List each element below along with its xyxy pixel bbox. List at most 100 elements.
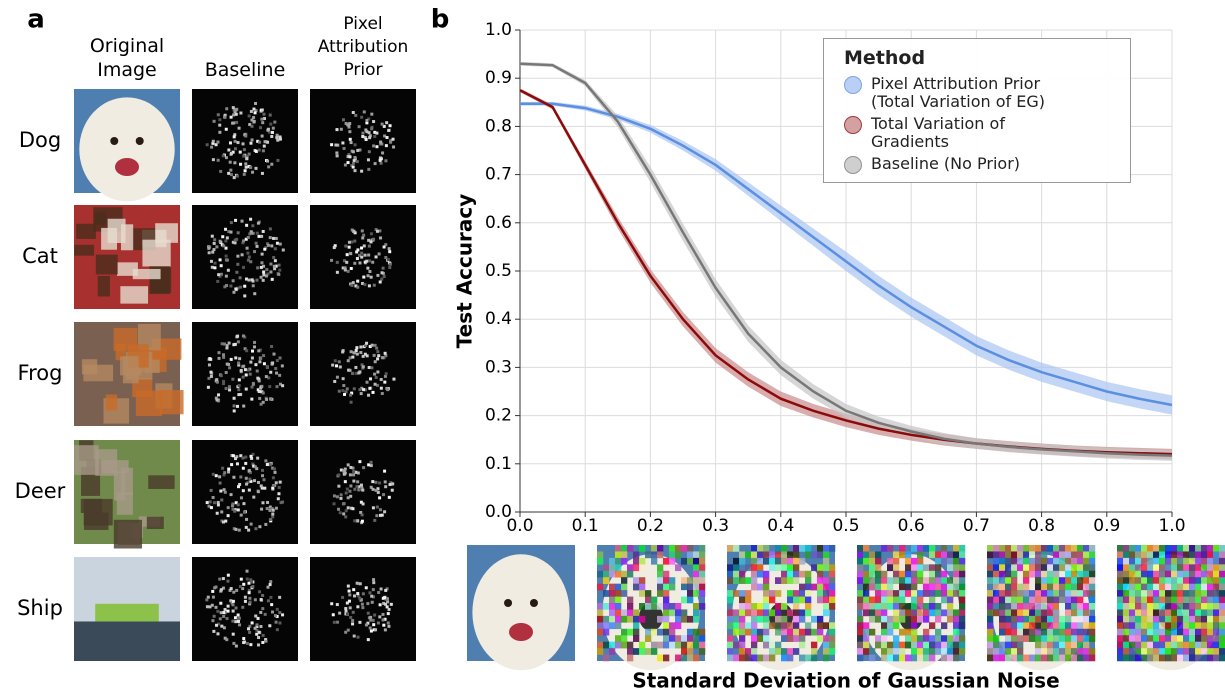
noise-pixel: [1171, 545, 1178, 552]
noise-pixel: [1171, 628, 1178, 636]
noise-pixel: [663, 654, 670, 662]
attribution-pixel: [262, 270, 266, 274]
noise-pixel: [775, 545, 782, 552]
noise-pixel: [751, 641, 758, 649]
noise-pixel: [817, 590, 824, 597]
noise-pixel: [1135, 557, 1142, 565]
attribution-pixel: [261, 607, 265, 611]
noise-pixel: [857, 545, 864, 552]
noise-pixel: [893, 596, 900, 604]
attribution-pixel: [376, 487, 380, 491]
attribution-pixel: [270, 130, 274, 134]
noise-image-subject: [509, 623, 533, 641]
noise-pixel: [911, 654, 918, 662]
legend: Method Pixel Attribution Prior (Total Va…: [823, 38, 1131, 183]
noise-pixel: [1059, 596, 1066, 604]
attribution-pixel: [368, 269, 372, 273]
attribution-pixel: [281, 248, 285, 252]
attribution-pixel: [209, 259, 213, 263]
noise-pixel: [917, 635, 924, 642]
noise-pixel: [1141, 609, 1148, 617]
attribution-pixel: [218, 123, 222, 127]
attribution-pixel: [364, 586, 368, 590]
attribution-pixel: [347, 240, 351, 244]
attribution-pixel: [372, 581, 376, 585]
attribution-pixel: [364, 137, 368, 141]
y-tick-label: 0.9: [485, 68, 512, 88]
noise-pixel: [1153, 622, 1160, 630]
noise-pixel: [787, 577, 794, 584]
attribution-pixel: [215, 623, 219, 627]
noise-pixel: [1147, 654, 1154, 662]
noise-pixel: [739, 635, 746, 642]
attribution-pixel: [232, 343, 236, 347]
attribution-pixel: [271, 476, 275, 480]
attribution-pixel: [368, 136, 372, 140]
noise-pixel: [603, 641, 610, 649]
noise-pixel: [1047, 596, 1054, 604]
noise-pixel: [693, 590, 700, 597]
noise-pixel: [739, 603, 746, 610]
noise-pixel: [1177, 570, 1184, 578]
attribution-pixel: [342, 512, 346, 516]
attribution-pixel: [346, 269, 350, 273]
attribution-pixel: [351, 355, 355, 359]
noise-pixel: [799, 583, 806, 591]
attribution-pixel: [377, 252, 381, 256]
noise-pixel: [1189, 577, 1196, 584]
attribution-pixel: [361, 606, 365, 610]
noise-pixel: [947, 577, 954, 584]
noise-pixel: [597, 622, 604, 630]
noise-pixel: [597, 570, 604, 578]
attribution-pixel: [373, 518, 377, 522]
noise-pixel: [929, 622, 936, 630]
noise-pixel: [1059, 641, 1066, 649]
attribution-pixel: [249, 109, 253, 113]
noise-pixel: [857, 564, 864, 572]
attribution-pixel: [371, 260, 375, 264]
noise-pixel: [639, 564, 646, 572]
attribution-pixel: [371, 595, 375, 599]
attribution-pixel: [243, 169, 247, 173]
noise-pixel: [1017, 551, 1024, 559]
noise-pixel: [1123, 609, 1130, 617]
noise-pixel: [911, 603, 918, 610]
noise-pixel: [1035, 570, 1042, 578]
noise-pixel: [1201, 545, 1208, 552]
noise-pixel: [745, 603, 752, 610]
noise-pixel: [869, 603, 876, 610]
noise-pixel: [1083, 648, 1090, 655]
noise-pixel: [829, 641, 836, 649]
noise-pixel: [1195, 648, 1202, 655]
noise-pixel: [911, 590, 918, 597]
noise-pixel: [1077, 641, 1084, 649]
attribution-pixel: [360, 251, 364, 255]
attribution-pixel: [363, 135, 367, 139]
noise-pixel: [1183, 545, 1190, 552]
attribution-pixel: [238, 482, 242, 486]
noise-pixel: [805, 609, 812, 617]
noise-pixel: [639, 603, 646, 610]
attribution-pixel: [262, 273, 266, 277]
attribution-pixel: [216, 609, 220, 613]
noise-pixel: [905, 590, 912, 597]
attribution-pixel: [236, 231, 240, 235]
noise-pixel: [875, 615, 882, 623]
attribution-pixel: [269, 580, 273, 584]
attribution-pixel: [237, 126, 241, 130]
noise-pixel: [739, 648, 746, 655]
attribution-pixel: [241, 456, 245, 460]
noise-pixel: [699, 635, 706, 642]
attribution-pixel: [264, 638, 268, 642]
noise-pixel: [929, 564, 936, 572]
noise-pixel: [1219, 615, 1225, 623]
attribution-pixel: [361, 131, 365, 135]
noise-pixel: [1029, 557, 1036, 565]
attribution-pixel: [344, 491, 348, 495]
noise-pixel: [941, 596, 948, 604]
attribution-pixel: [366, 266, 370, 270]
noise-pixel: [823, 641, 830, 649]
noise-pixel: [769, 648, 776, 655]
noise-pixel: [745, 628, 752, 636]
attribution-pixel: [335, 495, 339, 499]
